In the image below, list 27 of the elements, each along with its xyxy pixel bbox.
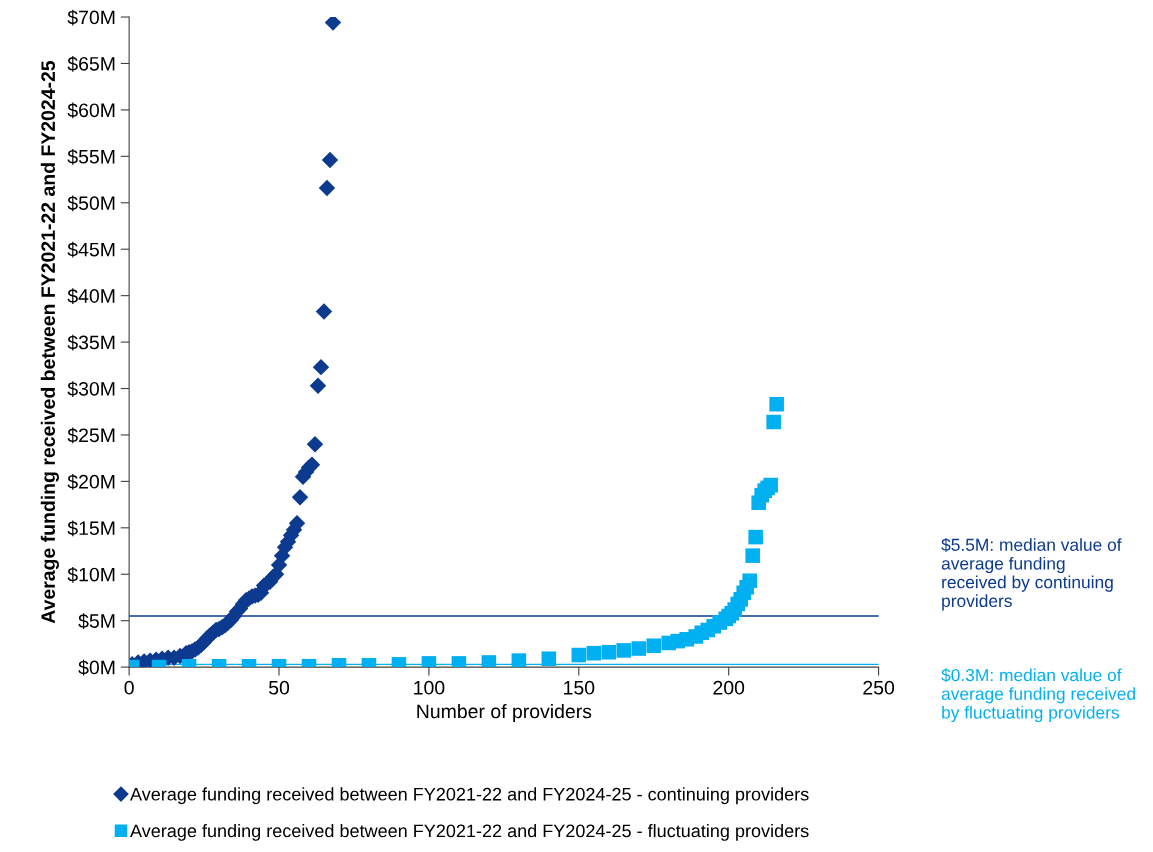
y-axis-title: Average funding received between FY2021-22 and FY2024-25 — [40, 60, 59, 624]
x-tick-label: 200 — [713, 680, 745, 695]
legend-label: Average funding received between FY2021-22 and FY2024-25 - continuing providers — [130, 787, 809, 805]
x-tick-label: 50 — [268, 680, 290, 695]
x-tick-label: 250 — [863, 680, 895, 695]
y-tick-label: $65M — [67, 56, 115, 72]
legend-label: Average funding received between FY2021-22 and FY2024-25 - fluctuating providers — [130, 824, 809, 841]
y-tick-label: $30M — [67, 381, 115, 397]
x-tick-label: 100 — [414, 680, 445, 695]
y-tick-label: $60M — [67, 102, 115, 119]
ref-line-label: $5.5M: median value of average funding received by continuing providers — [941, 537, 1122, 611]
y-tick-label: $40M — [67, 288, 115, 305]
y-tick-label: $45M — [67, 241, 115, 258]
y-tick-label: $10M — [67, 566, 115, 583]
y-tick-label: $70M — [67, 9, 115, 26]
y-tick-label: $25M — [67, 427, 115, 444]
x-tick-label: 150 — [564, 680, 595, 695]
y-tick-label: $55M — [67, 148, 115, 165]
y-tick-label: $0M — [78, 659, 115, 676]
x-tick-label: 0 — [124, 680, 134, 695]
y-tick-label: $35M — [67, 334, 115, 351]
x-axis-title: Number of providers — [417, 703, 592, 723]
y-tick-label: $5M — [78, 613, 115, 630]
y-tick-label: $50M — [67, 195, 115, 212]
ref-line-label: $0.3M: median value of average funding received by fluctuating providers — [941, 668, 1135, 723]
y-tick-label: $20M — [67, 474, 115, 490]
y-tick-label: $15M — [67, 520, 115, 537]
